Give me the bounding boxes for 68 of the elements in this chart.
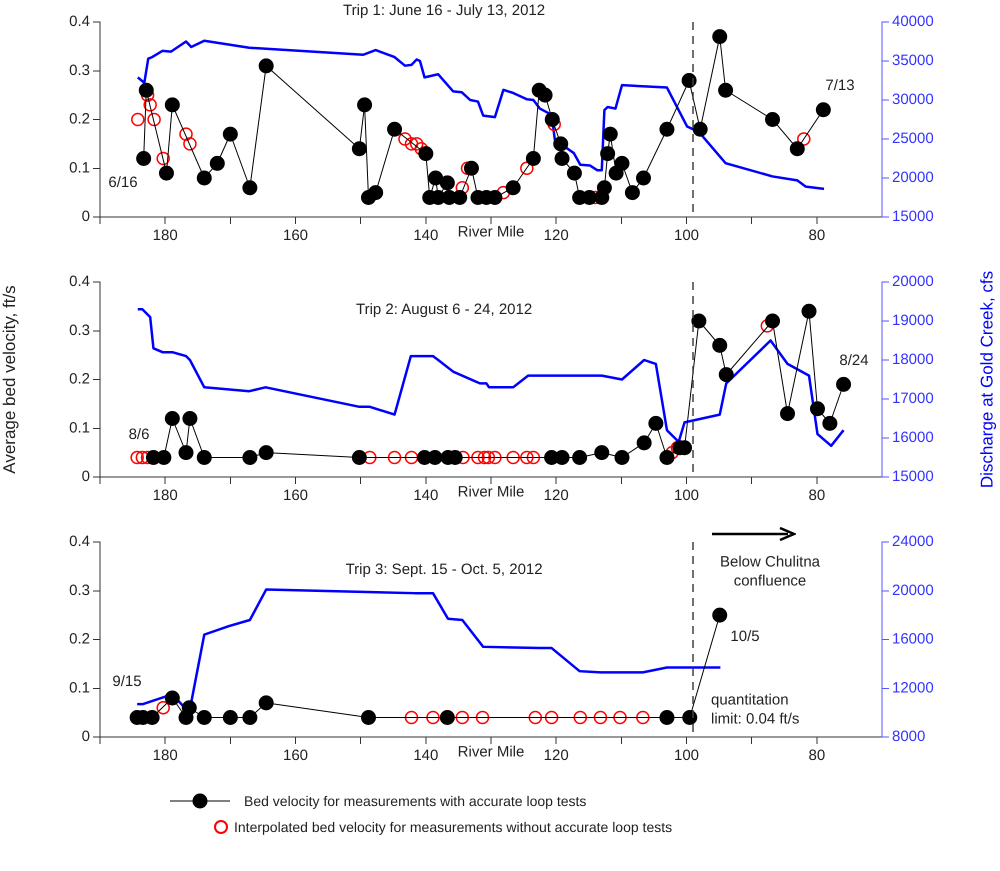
y2-tick-label: 15000 xyxy=(892,208,934,226)
x-axis-title: River Mile xyxy=(458,484,524,501)
y2-tick-label: 35000 xyxy=(892,52,934,70)
y2-tick-label: 20000 xyxy=(892,169,934,186)
x-tick-label: 180 xyxy=(152,747,178,764)
x-tick-label: 180 xyxy=(152,487,178,504)
annotation: 10/5 xyxy=(730,628,760,646)
y-tick-label: 0.3 xyxy=(69,62,90,79)
x-tick-label: 160 xyxy=(282,747,308,764)
y-tick-label: 0.1 xyxy=(69,419,90,436)
y2-tick-label: 20000 xyxy=(892,582,934,599)
x-tick-label: 100 xyxy=(674,227,700,244)
y2-tick-label: 16000 xyxy=(892,630,934,648)
x-tick-label: 140 xyxy=(413,227,438,244)
y-tick-label: 0.4 xyxy=(69,533,90,550)
x-tick-label: 140 xyxy=(413,487,438,504)
y2-tick-label: 25000 xyxy=(892,130,934,148)
annotation: 7/13 xyxy=(825,77,855,94)
annotation: Below Chulitna confluence xyxy=(720,554,821,590)
text: Trip 3: Sept. 15 - Oct. 5, 2012 xyxy=(346,561,543,578)
annotation: 6/16 xyxy=(108,174,138,192)
y2-axis-title: Discharge at Gold Creek, cfs xyxy=(978,270,997,488)
y2-tick-label: 30000 xyxy=(892,91,934,108)
y-tick-label: 0.3 xyxy=(69,582,90,599)
x-tick-label: 140 xyxy=(413,747,438,764)
x-tick-label: 160 xyxy=(282,227,308,244)
y2-tick-label: 16000 xyxy=(892,429,934,446)
y-tick-label: 0.4 xyxy=(69,13,90,30)
y-tick-label: 0.2 xyxy=(69,630,90,648)
y-tick-label: 0 xyxy=(82,208,90,226)
y2-tick-label: 24000 xyxy=(892,533,934,550)
y2-tick-label: 15000 xyxy=(892,468,934,486)
x-tick-label: 80 xyxy=(808,227,826,244)
y2-tick-label: 17000 xyxy=(892,390,934,408)
y2-tick-label: 12000 xyxy=(892,679,934,696)
legend-label: Bed velocity for measurements with accurate loop tests xyxy=(244,793,586,809)
annotation: quantitation limit: 0.04 ft/s xyxy=(711,692,800,728)
x-tick-label: 80 xyxy=(808,487,826,504)
y-tick-label: 0.1 xyxy=(69,159,90,176)
y2-tick-label: 18000 xyxy=(892,351,934,368)
legend-label: Interpolated bed velocity for measurements without accurate loop tests xyxy=(234,819,672,835)
y2-tick-label: 8000 xyxy=(892,728,926,746)
annotation: 9/15 xyxy=(112,673,142,690)
x-tick-label: 100 xyxy=(674,487,700,504)
x-tick-label: 120 xyxy=(544,747,569,764)
x-tick-label: 120 xyxy=(544,227,569,244)
x-axis-title: River Mile xyxy=(458,744,524,761)
y-tick-label: 0.1 xyxy=(69,679,90,696)
text: Trip 2: August 6 - 24, 2012 xyxy=(356,301,532,318)
y2-tick-label: 19000 xyxy=(892,312,934,330)
x-axis-title: River Mile xyxy=(458,224,524,241)
x-tick-label: 100 xyxy=(674,747,700,764)
y-axis-title: Average bed velocity, ft/s xyxy=(0,285,19,474)
y-tick-label: 0 xyxy=(82,468,90,486)
x-tick-label: 160 xyxy=(282,487,308,504)
y-tick-label: 0.3 xyxy=(69,322,90,339)
y2-tick-label: 40000 xyxy=(892,13,934,30)
x-tick-label: 180 xyxy=(152,227,178,244)
y2-tick-label: 20000 xyxy=(892,273,934,290)
annotation: 8/6 xyxy=(128,426,150,444)
x-tick-label: 80 xyxy=(808,747,826,764)
y-tick-label: 0.4 xyxy=(69,273,90,290)
y-tick-label: 0.2 xyxy=(69,370,90,388)
chart-title: Trip 1: June 16 - July 13, 2012 xyxy=(343,2,546,20)
annotation: 8/24 xyxy=(839,352,869,370)
y-tick-label: 0 xyxy=(82,728,90,746)
y-tick-label: 0.2 xyxy=(69,110,90,128)
x-tick-label: 120 xyxy=(544,487,569,504)
